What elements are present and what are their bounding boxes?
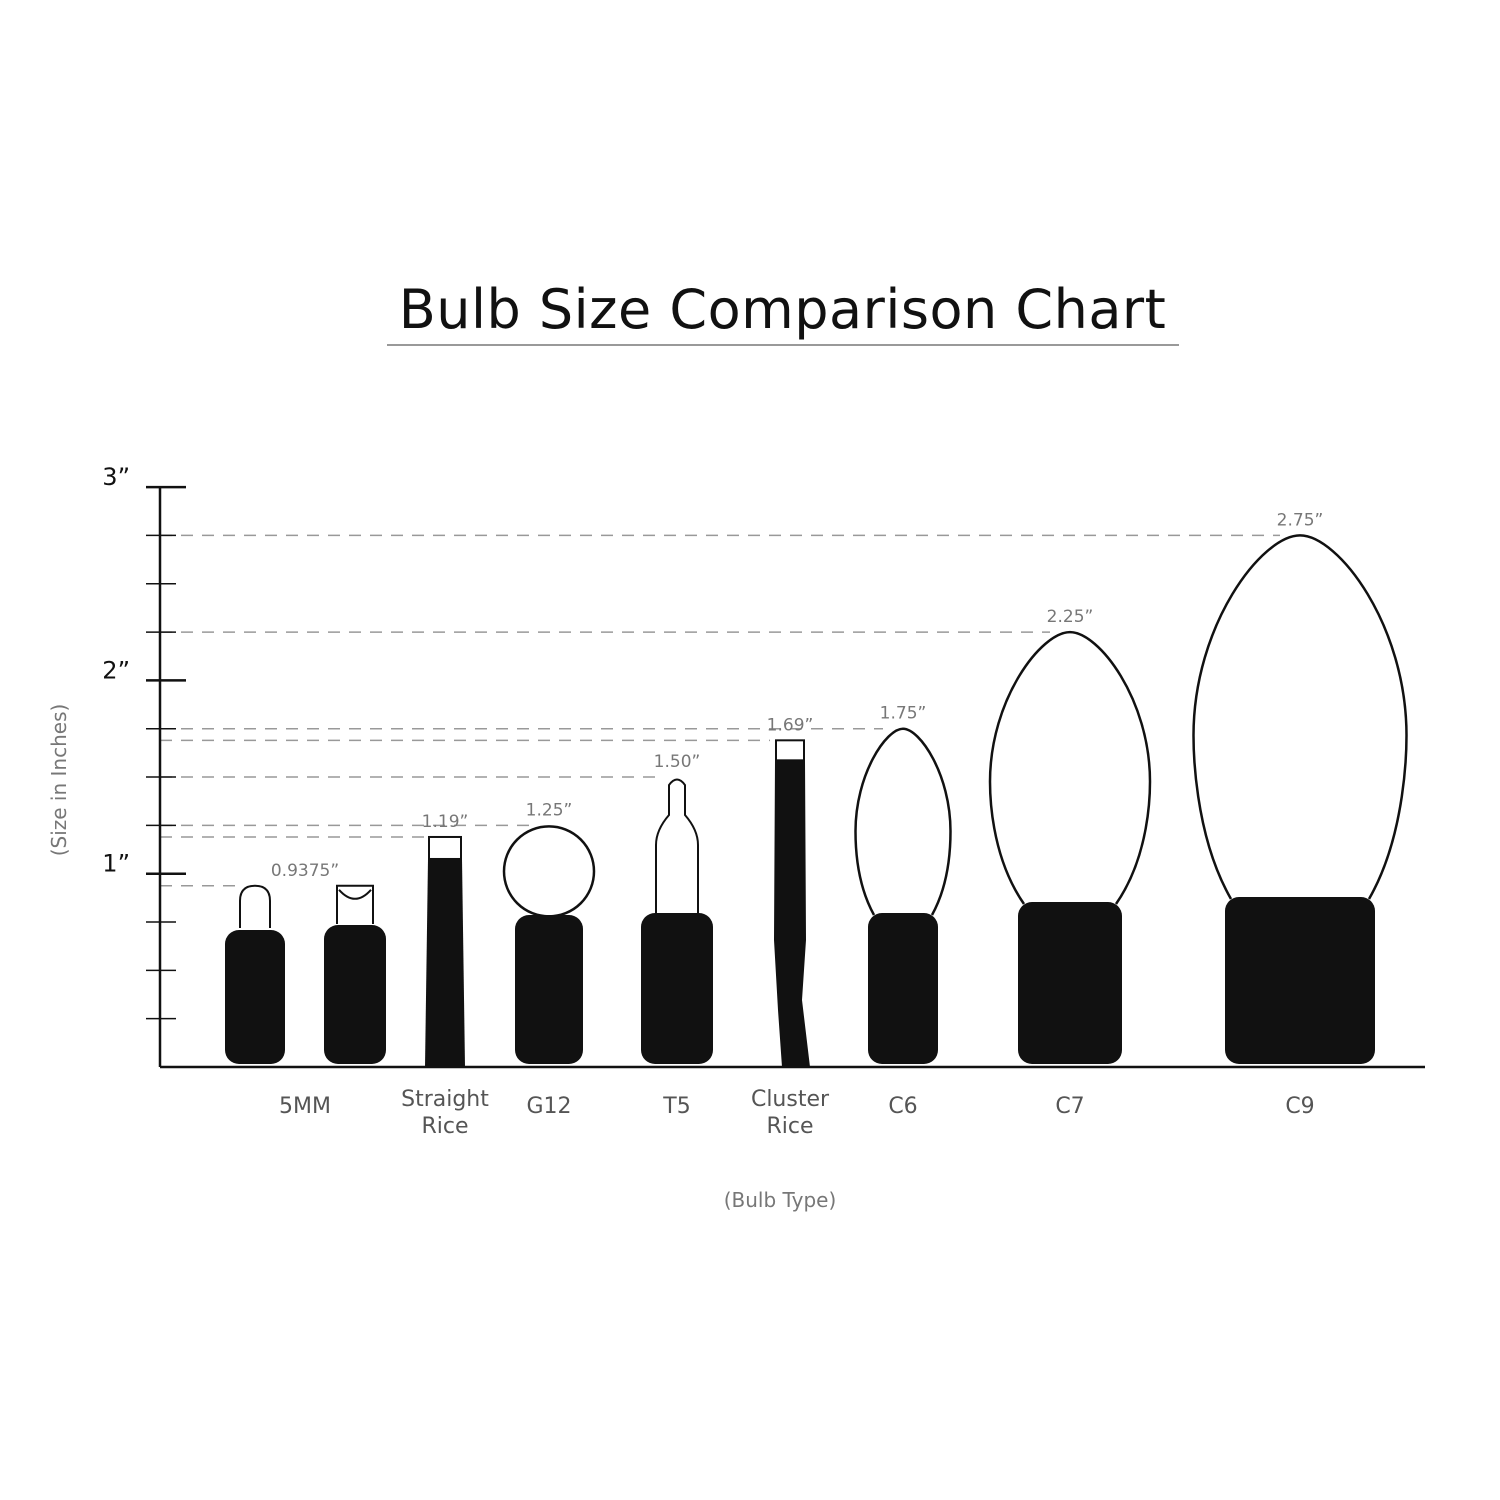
bulb-glass-outline xyxy=(336,884,374,924)
bulb-base xyxy=(324,925,386,1064)
value-label-5mm: 0.9375” xyxy=(271,861,339,881)
value-label-straight-rice: 1.19” xyxy=(422,812,469,832)
bulb-glass-outline xyxy=(775,739,805,762)
value-label-c7: 2.25” xyxy=(1047,607,1094,627)
category-label-c7: C7 xyxy=(1055,1094,1084,1119)
bulb-base xyxy=(1018,902,1122,1064)
bulb-base xyxy=(1225,897,1375,1064)
category-label-g12: G12 xyxy=(526,1094,571,1119)
bulb-base xyxy=(774,760,810,1067)
bulb-base xyxy=(425,858,465,1067)
category-label-cluster-rice: Rice xyxy=(766,1114,813,1139)
y-tick-label: 3” xyxy=(102,463,130,491)
bulb-g12 xyxy=(502,825,596,1064)
value-label-cluster-rice: 1.69” xyxy=(767,715,814,735)
bulb-glass-outline xyxy=(1192,534,1408,900)
y-tick-label: 2” xyxy=(102,656,130,684)
y-axis-label: (Size in Inches) xyxy=(47,704,71,857)
chart-title: Bulb Size Comparison Chart xyxy=(398,278,1167,341)
value-label-c9: 2.75” xyxy=(1277,510,1324,530)
y-tick-label: 1” xyxy=(102,850,130,878)
category-label-5mm: 5MM xyxy=(279,1094,331,1119)
bulb-5mm xyxy=(225,884,386,1064)
bulb-glass-outline xyxy=(655,778,699,915)
value-label-t5: 1.50” xyxy=(654,752,701,772)
category-label-c9: C9 xyxy=(1285,1094,1314,1119)
category-label-straight-rice: Rice xyxy=(421,1114,468,1139)
bulb-glass-outline xyxy=(854,727,952,916)
bulb-glass-outline xyxy=(239,884,271,928)
category-label-t5: T5 xyxy=(662,1094,690,1119)
bulb-c9 xyxy=(1192,534,1408,1064)
bulb-glass-outline xyxy=(428,835,462,860)
bulb-glass-outline xyxy=(988,630,1152,905)
bulb-t5 xyxy=(641,778,713,1064)
bulb-cluster-rice xyxy=(774,739,810,1067)
value-label-g12: 1.25” xyxy=(526,800,573,820)
bulb-c6 xyxy=(854,727,952,1064)
category-label-straight-rice: Straight xyxy=(401,1087,489,1112)
bulb-base xyxy=(515,915,583,1064)
category-label-cluster-rice: Cluster xyxy=(751,1087,830,1112)
bulb-base xyxy=(868,913,938,1064)
bulb-straight-rice xyxy=(425,835,465,1067)
bulb-lens xyxy=(338,889,372,900)
bulb-base xyxy=(641,913,713,1064)
category-label-c6: C6 xyxy=(888,1094,917,1119)
value-label-c6: 1.75” xyxy=(880,704,927,724)
bulb-base xyxy=(225,930,285,1064)
x-axis-label: (Bulb Type) xyxy=(724,1188,837,1212)
title-underline xyxy=(387,344,1179,346)
bulb-glass-outline xyxy=(502,825,596,918)
bulb-c7 xyxy=(988,630,1152,1064)
